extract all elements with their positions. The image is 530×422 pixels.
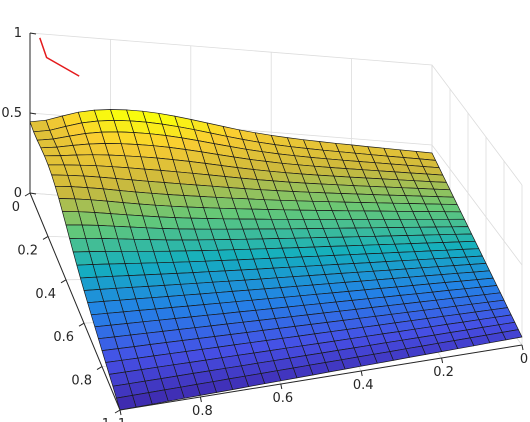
- surface-cell: [76, 264, 97, 279]
- y-tick-label-2: 0.4: [35, 287, 56, 302]
- surface-cell: [40, 146, 61, 157]
- z-tick-label-1: 0.5: [1, 106, 22, 121]
- x-tick-label-2: 0.6: [272, 391, 293, 406]
- x-tick-2: [280, 383, 283, 390]
- surface-cell: [69, 237, 90, 253]
- x-tick-label-4: 0.2: [433, 365, 454, 380]
- surface-cell: [90, 312, 112, 328]
- surface-mesh: [29, 109, 523, 411]
- y-tick-label-3: 0.6: [53, 330, 74, 345]
- y-tick-0: [24, 192, 31, 197]
- x-tick-label-0: 1: [118, 417, 126, 422]
- surface-cell: [51, 174, 72, 187]
- surface-cell: [65, 224, 87, 239]
- surface-cell: [29, 119, 51, 133]
- z-tick-2: [29, 32, 37, 35]
- x-tick-0: [119, 409, 122, 416]
- surface-cell: [98, 336, 119, 351]
- surface-cell: [83, 289, 105, 304]
- red-line: [39, 37, 80, 77]
- tick-labels: 0 0.5 1 0 0.2 0.4 0.6 0.8 1 1 0.8 0.6 0.4 0.2 0: [1, 26, 528, 422]
- y-axis-line: [29, 192, 121, 411]
- surface-cell: [47, 164, 69, 176]
- surface-cell: [94, 324, 115, 340]
- z-tick-0: [29, 192, 37, 195]
- axes: [24, 32, 524, 416]
- y-tick-label-1: 0.2: [17, 243, 38, 258]
- x-tick-4: [441, 357, 444, 364]
- surface-cell: [87, 301, 108, 316]
- line-series: [39, 37, 80, 77]
- y-tick-2: [60, 279, 67, 284]
- z-tick-1: [29, 112, 37, 115]
- x-tick-label-5: 0: [520, 352, 528, 367]
- x-tick-5: [521, 344, 524, 351]
- surface-cell: [36, 138, 58, 149]
- surface-cell: [72, 251, 94, 266]
- y-tick-5: [114, 409, 121, 414]
- y-tick-label-4: 0.8: [71, 374, 92, 389]
- x-axis-line: [119, 344, 523, 411]
- x-tick-3: [360, 370, 363, 377]
- y-tick-3: [78, 322, 85, 327]
- x-tick-1: [199, 396, 202, 403]
- surface-cell: [80, 276, 101, 291]
- y-tick-label-5: 1: [102, 417, 110, 422]
- x-tick-label-3: 0.4: [353, 378, 374, 393]
- z-tick-label-2: 1: [14, 26, 22, 41]
- surface-cell: [62, 211, 83, 226]
- surface-cell: [54, 185, 76, 200]
- surface-cell: [33, 129, 54, 141]
- y-tick-4: [96, 366, 103, 371]
- z-tick-label-0: 0: [14, 186, 22, 201]
- surface-cell: [58, 198, 79, 213]
- x-tick-label-1: 0.8: [192, 404, 213, 419]
- y-tick-label-0: 0: [12, 200, 20, 215]
- surface-cell: [44, 155, 65, 166]
- y-tick-1: [42, 235, 49, 240]
